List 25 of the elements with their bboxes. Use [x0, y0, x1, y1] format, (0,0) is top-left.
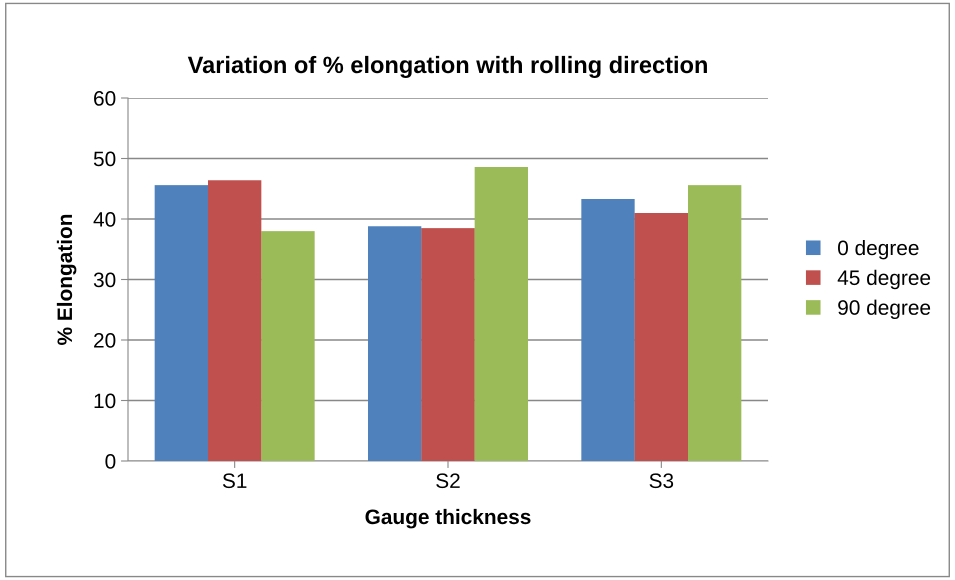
bar	[474, 166, 528, 461]
bar	[208, 180, 262, 461]
y-tick-label: 20	[94, 333, 116, 348]
y-axis-title: % Elongation	[56, 214, 76, 345]
bar	[688, 185, 742, 461]
y-tick-label: 60	[94, 91, 116, 106]
legend-label: 90 degree	[838, 300, 930, 320]
y-tick-label: 0	[105, 454, 116, 469]
y-tick-label: 50	[94, 152, 116, 166]
y-tick-label: 10	[94, 394, 116, 408]
x-axis-title: Gauge thickness	[366, 508, 531, 528]
chart-title: Variation of % elongation with rolling direction	[188, 56, 707, 78]
bar	[368, 226, 422, 461]
legend-label: 45 degree	[838, 270, 930, 290]
bar	[261, 231, 315, 461]
bar	[634, 212, 688, 461]
x-tick-label: S2	[436, 473, 460, 488]
y-tick-label: 30	[94, 272, 116, 288]
legend-label: 0 degree	[838, 240, 919, 260]
y-tick-label: 40	[94, 212, 116, 227]
x-tick-label: S3	[650, 473, 674, 488]
x-tick-label: S1	[222, 473, 246, 488]
bar	[421, 228, 475, 461]
bar	[581, 199, 635, 461]
bar	[154, 185, 208, 461]
